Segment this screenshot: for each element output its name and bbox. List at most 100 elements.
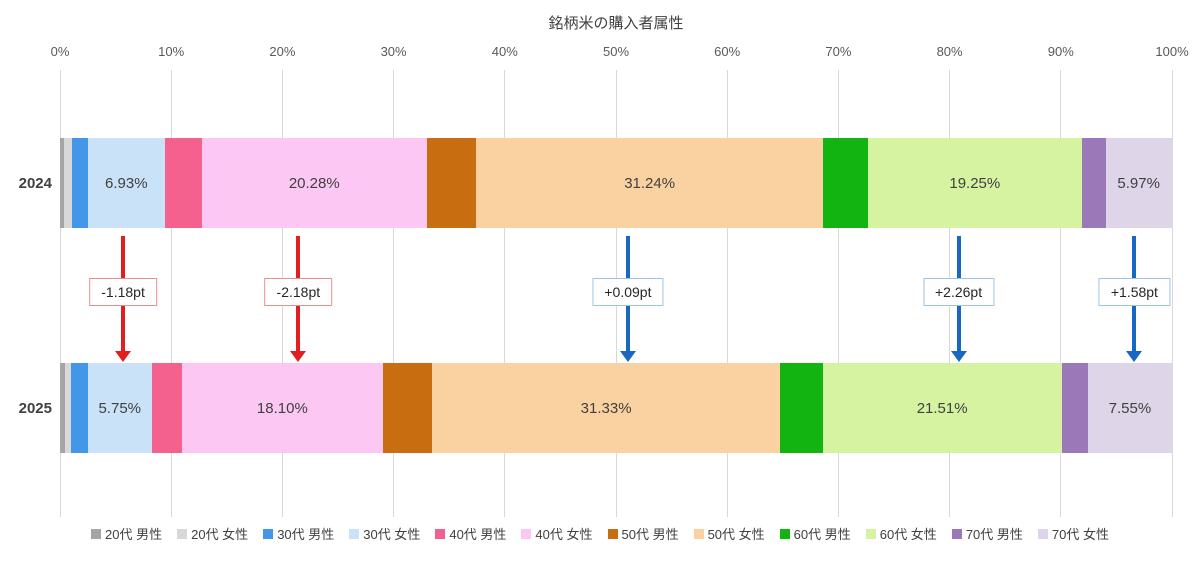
legend-label: 20代 女性	[191, 527, 249, 542]
gridline	[59, 70, 61, 517]
bar-segment	[64, 138, 73, 228]
legend-item: 60代 女性	[865, 524, 937, 543]
legend-item: 50代 女性	[693, 524, 765, 543]
legend-swatch	[435, 528, 446, 539]
x-axis: 0% 10% 20% 30% 40% 50% 60% 70% 80% 90% 100%	[51, 44, 1189, 62]
segment-value-label: 5.97%	[1117, 174, 1160, 192]
bar-segment: 5.75%	[87, 363, 152, 453]
bar-2025: 5.75% 18.10% 31.33% 21.51% 7.55%	[60, 363, 1172, 453]
change-value-box: +1.58pt	[1098, 278, 1170, 306]
year-label-2025: 2025	[18, 400, 52, 417]
segment-value-label: 19.25%	[949, 174, 1001, 192]
legend-label: 40代 男性	[449, 527, 507, 542]
bar-2024: 6.93% 20.28% 31.24% 19.25% 5.97%	[60, 138, 1172, 228]
legend-item: 40代 女性	[521, 524, 593, 543]
gridline	[726, 70, 728, 517]
bar-segment	[780, 363, 823, 453]
bar-segment: 31.24%	[475, 138, 824, 228]
change-value-box: -1.18pt	[89, 278, 157, 306]
bar-segment	[71, 363, 88, 453]
legend-item: 70代 女性	[1037, 524, 1109, 543]
bar-segment: 19.25%	[867, 138, 1082, 228]
legend-swatch	[91, 528, 102, 539]
x-axis-tick-label: 10%	[158, 44, 185, 59]
legend-item: 50代 男性	[607, 524, 679, 543]
gridline	[1171, 70, 1173, 517]
legend-item: 20代 女性	[177, 524, 248, 543]
x-axis-tick-label: 90%	[1047, 44, 1074, 59]
change-value-box: +2.26pt	[922, 278, 995, 306]
x-axis-tick-label: 60%	[714, 44, 741, 59]
segment-value-label: 20.28%	[288, 174, 340, 192]
legend-label: 50代 女性	[707, 527, 765, 542]
segment-value-label: 7.55%	[1108, 399, 1152, 417]
bar-segment	[164, 138, 202, 228]
gridline	[837, 70, 839, 517]
bar-segment: 20.28%	[201, 138, 428, 228]
gridline	[393, 70, 395, 517]
legend-label: 30代 女性	[363, 527, 421, 542]
legend-label: 50代 男性	[621, 527, 679, 542]
bar-segment	[427, 138, 476, 228]
bar-segment	[383, 363, 432, 453]
x-axis-tick-label: 30%	[380, 44, 407, 59]
x-axis-tick-label: 70%	[825, 44, 852, 59]
x-axis-tick-label: 0%	[50, 44, 70, 59]
legend-label: 60代 女性	[879, 527, 937, 542]
legend: 20代 男性 20代 女性 30代 男性 30代 女性 40代 男性 40代 女性 50代 …	[0, 524, 1200, 543]
legend-swatch	[607, 528, 618, 539]
legend-label: 20代 男性	[105, 527, 163, 542]
x-axis-tick-label: 80%	[936, 44, 963, 59]
bar-segment	[823, 138, 868, 228]
bar-segment	[151, 363, 182, 453]
x-axis-tick-label: 100%	[1155, 44, 1189, 59]
legend-swatch	[865, 528, 876, 539]
legend-label: 70代 女性	[1051, 527, 1109, 542]
x-axis-tick-label: 40%	[491, 44, 518, 59]
bar-segment	[60, 138, 65, 228]
legend-swatch	[177, 528, 188, 539]
gridline	[170, 70, 172, 517]
x-axis-tick-label: 20%	[269, 44, 296, 59]
segment-value-label: 18.10%	[256, 399, 308, 417]
down-arrow-head-icon	[115, 351, 132, 362]
legend-swatch	[349, 528, 360, 539]
legend-swatch	[693, 528, 704, 539]
x-axis-tick-label: 50%	[602, 44, 630, 59]
year-label-2024: 2024	[18, 175, 52, 192]
bar-segment: 5.97%	[1105, 138, 1172, 228]
bar-segment: 7.55%	[1087, 363, 1172, 453]
bar-segment	[1061, 363, 1088, 453]
legend-item: 60代 男性	[779, 524, 851, 543]
legend-swatch	[779, 528, 790, 539]
bar-segment: 18.10%	[181, 363, 383, 453]
bar-segment	[72, 138, 88, 228]
gridline	[1060, 70, 1062, 517]
legend-item: 70代 男性	[951, 524, 1023, 543]
legend-swatch	[521, 528, 532, 539]
bar-segment: 6.93%	[87, 138, 165, 228]
bar-segment	[1081, 138, 1106, 228]
legend-item: 20代 男性	[91, 524, 162, 543]
segment-value-label: 31.24%	[624, 174, 676, 192]
down-arrow-head-icon	[1126, 351, 1143, 362]
down-arrow-head-icon	[950, 351, 967, 362]
change-value-box: +0.09pt	[592, 278, 664, 306]
legend-swatch	[263, 528, 274, 539]
legend-item: 40代 男性	[435, 524, 506, 543]
change-value-box: -2.18pt	[264, 278, 333, 306]
legend-swatch	[951, 528, 962, 539]
legend-item: 30代 男性	[263, 524, 334, 543]
bar-segment: 21.51%	[822, 363, 1062, 453]
bar-segment: 31.33%	[431, 363, 781, 453]
segment-value-label: 5.75%	[98, 399, 142, 417]
legend-label: 70代 男性	[965, 527, 1023, 542]
legend-label: 40代 女性	[535, 527, 593, 542]
legend-item: 30代 女性	[349, 524, 420, 543]
segment-value-label: 31.33%	[580, 399, 632, 417]
segment-value-label: 6.93%	[105, 174, 148, 192]
down-arrow-head-icon	[290, 351, 307, 362]
legend-swatch	[1037, 528, 1048, 539]
gridline	[504, 70, 506, 517]
